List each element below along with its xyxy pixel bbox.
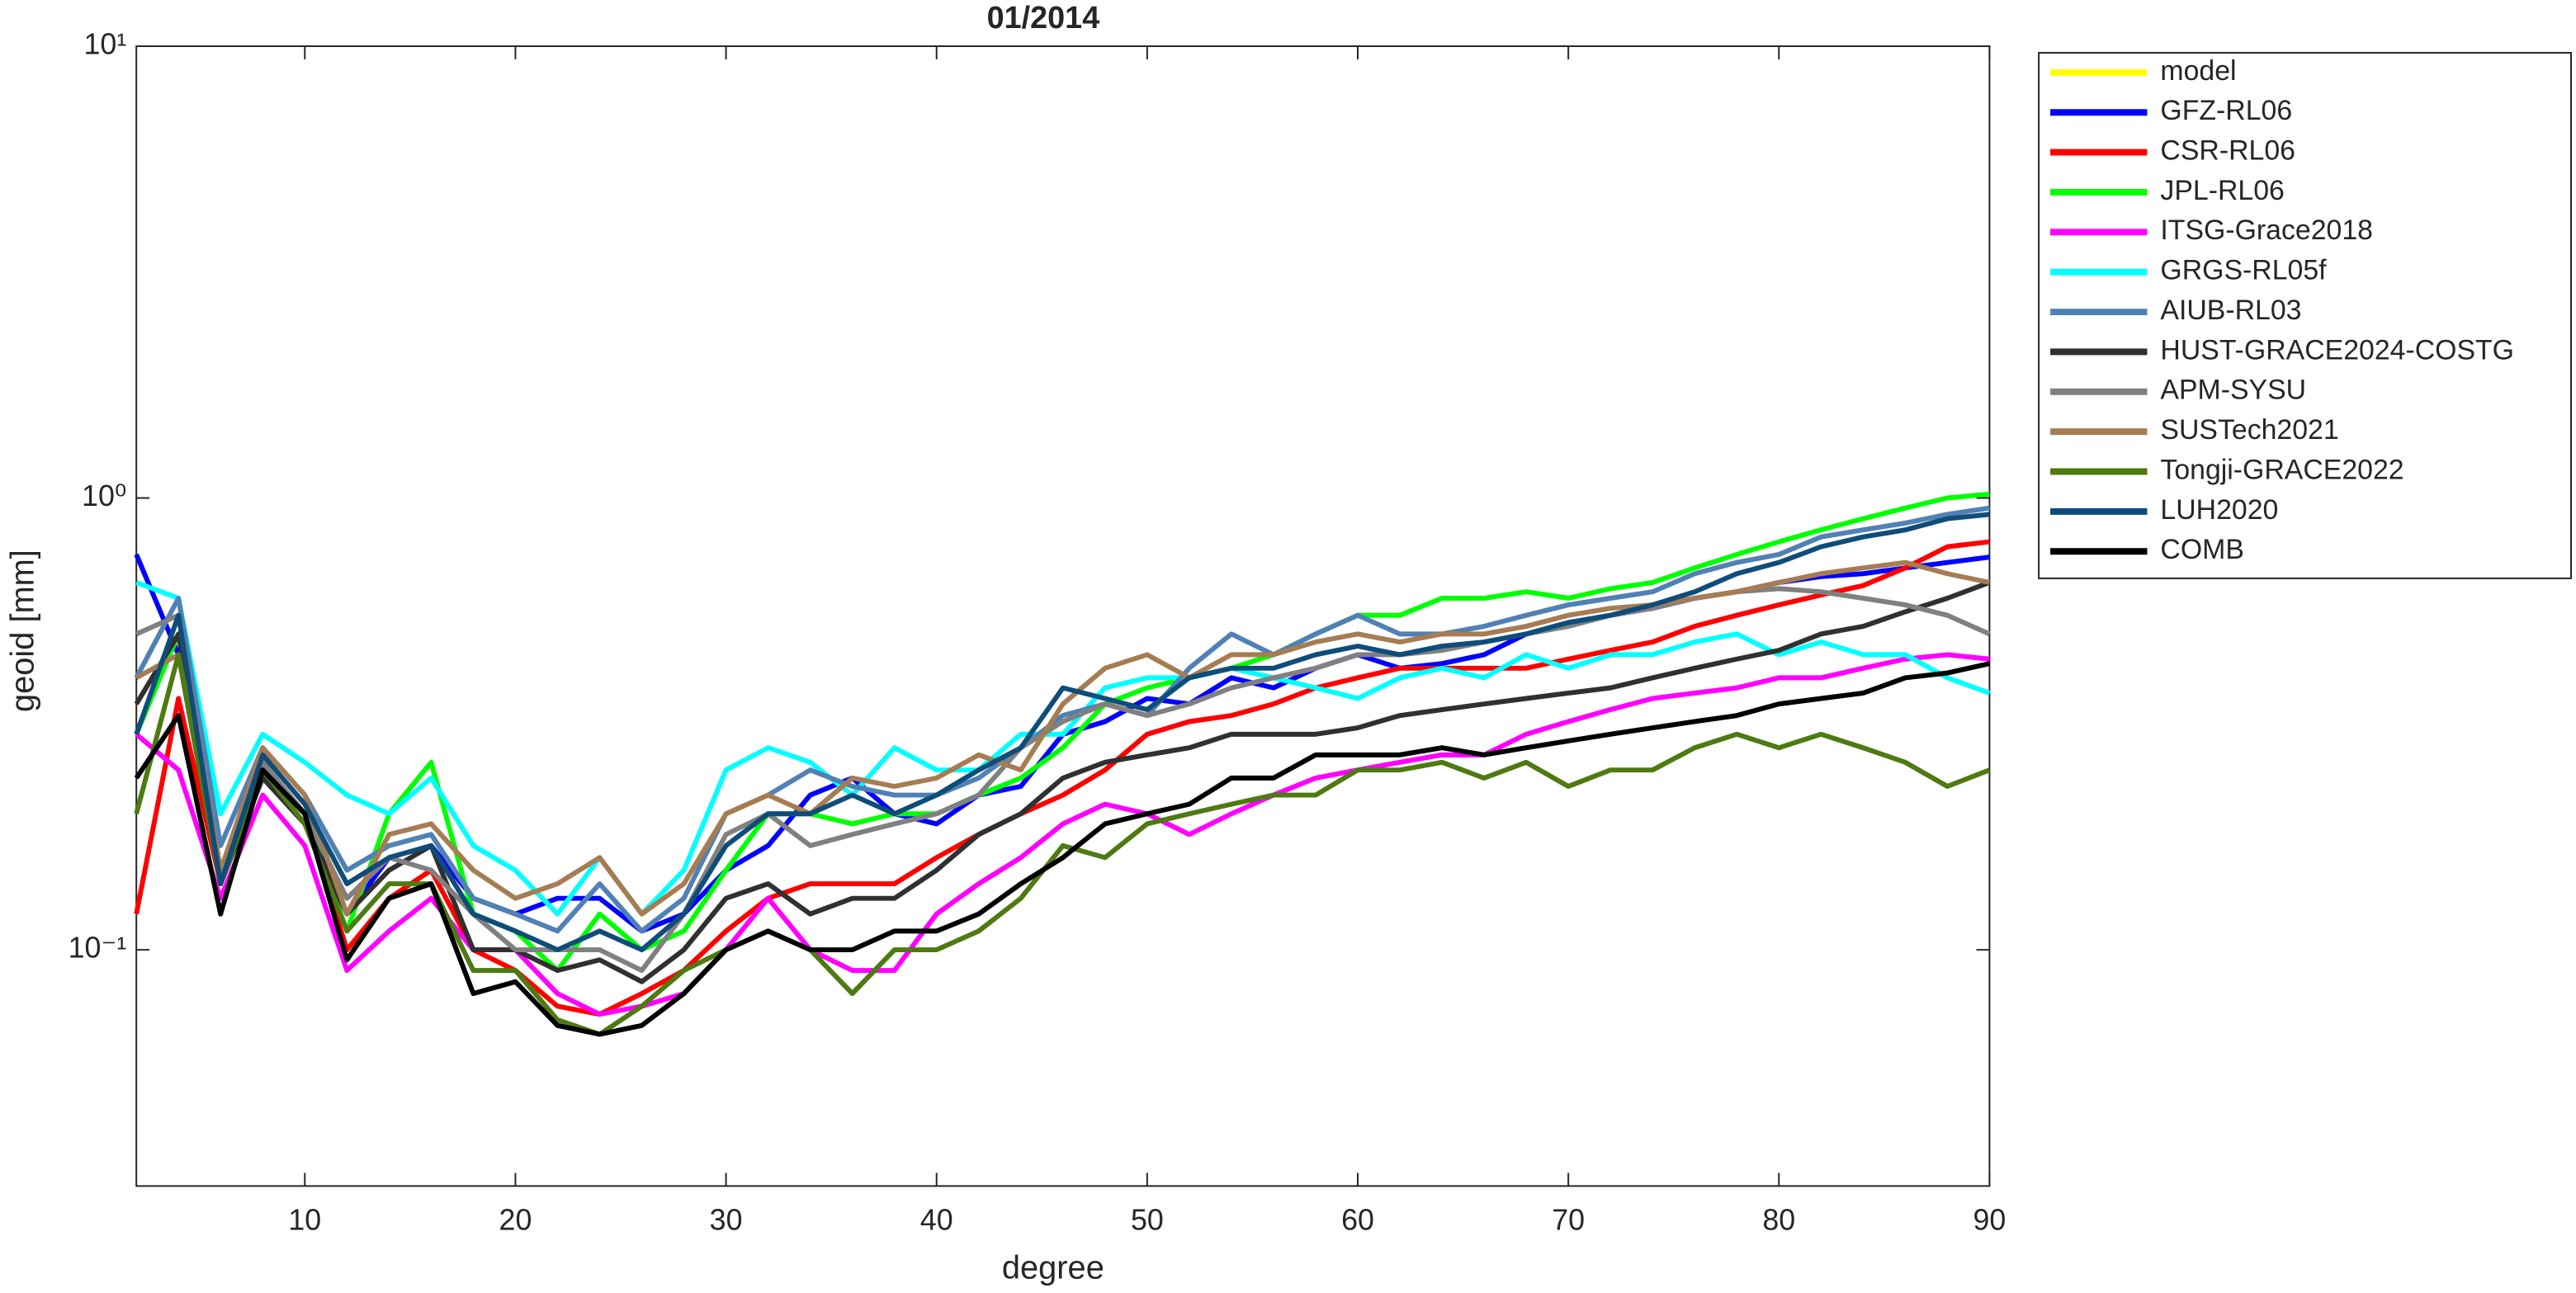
legend-label: GRGS-RL05f <box>2160 255 2327 286</box>
legend-label: JPL-RL06 <box>2160 175 2284 206</box>
legend-label: SUSTech2021 <box>2160 414 2338 446</box>
legend-label: model <box>2160 55 2236 87</box>
y-tick-label: 10¹ <box>83 27 126 60</box>
legend-label: LUH2020 <box>2160 494 2278 526</box>
series-line <box>134 512 1990 953</box>
x-tick-label: 80 <box>1762 1204 1795 1237</box>
x-tick-label: 10 <box>288 1204 321 1237</box>
series-line <box>134 661 1991 1037</box>
legend-label: Tongji-GRACE2022 <box>2160 454 2403 485</box>
chart-title: 01/2014 <box>987 1 1100 35</box>
y-tick-label: 10⁻¹ <box>69 932 127 965</box>
series-line <box>134 505 1990 934</box>
x-tick-label: 70 <box>1552 1204 1585 1237</box>
legend-label: COMB <box>2160 534 2244 565</box>
series-line <box>135 580 1991 917</box>
series-line <box>134 491 1990 974</box>
legend-label: APM-SYSU <box>2160 375 2306 406</box>
series-line <box>135 559 1991 917</box>
y-tick-label: 10⁰ <box>82 479 126 512</box>
legend-label: GFZ-RL06 <box>2160 95 2292 126</box>
x-tick-label: 60 <box>1341 1204 1374 1237</box>
series-line <box>134 539 1990 1017</box>
y-axis-label: geoid [mm] <box>4 550 40 712</box>
legend-label: CSR-RL06 <box>2160 135 2295 167</box>
plot-area <box>135 45 1991 1187</box>
x-tick-label: 40 <box>920 1204 953 1237</box>
x-tick-label: 50 <box>1131 1204 1164 1237</box>
legend <box>2038 51 2573 579</box>
x-tick-label: 20 <box>499 1204 532 1237</box>
x-tick-label: 30 <box>710 1204 743 1237</box>
x-tick-label: 90 <box>1973 1204 2006 1237</box>
legend-label: HUST-GRACE2024-COSTG <box>2160 334 2514 366</box>
series-line <box>134 580 1991 984</box>
legend-label: ITSG-Grace2018 <box>2160 215 2373 246</box>
x-axis-label: degree <box>1002 1249 1104 1286</box>
legend-label: AIUB-RL03 <box>2160 295 2301 326</box>
series-line <box>134 652 1991 1037</box>
